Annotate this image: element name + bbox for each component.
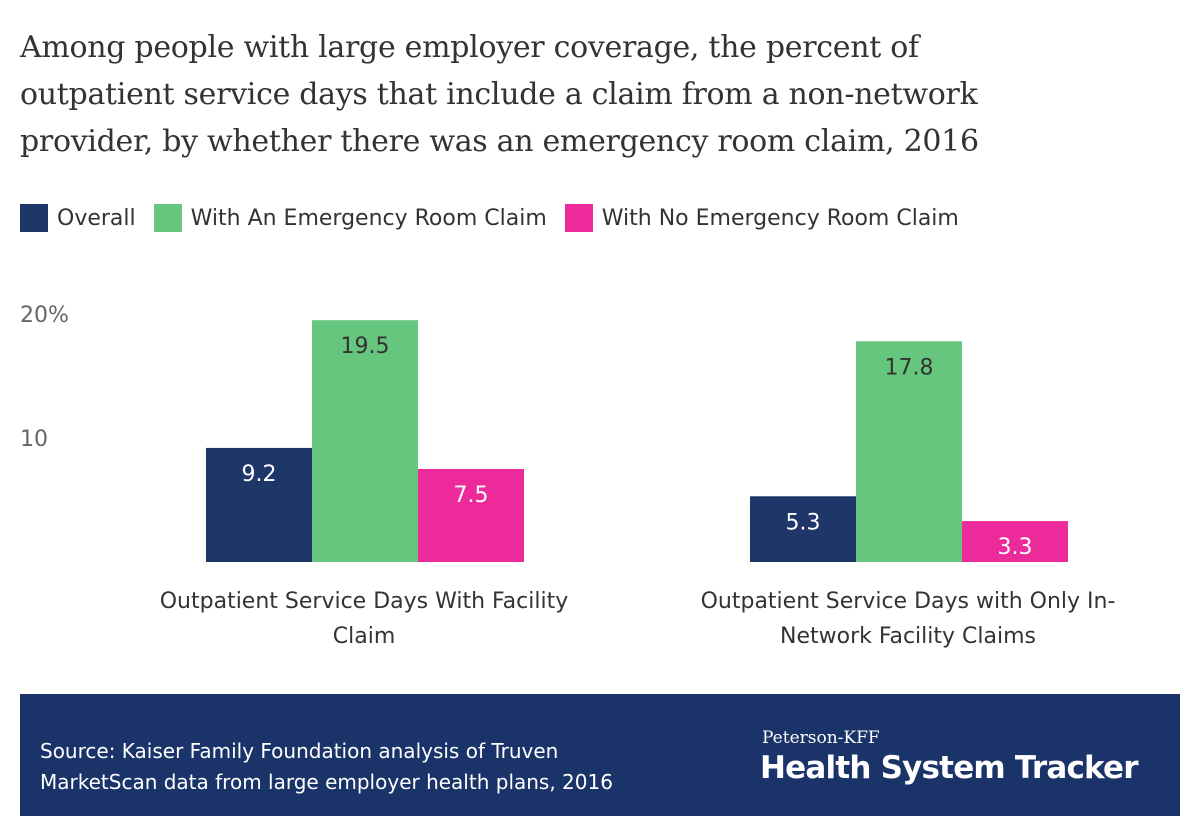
bar-in-network-no-er xyxy=(962,521,1068,562)
chart-area: 10 20% 9.2 19.5 7.5 5.3 17.8 3.3 Outpatient Ser… xyxy=(0,280,1200,680)
legend-item-no-er: With No Emergency Room Claim xyxy=(564,204,959,232)
source-note: Source: Kaiser Family Foundation analysi… xyxy=(40,736,660,798)
category-label-in-network-line-1: Outpatient Service Days with Only In- xyxy=(700,589,1116,614)
category-label-in-network-line-2: Network Facility Claims xyxy=(780,624,1036,649)
data-label-facility-claim-overall: 9.2 xyxy=(242,462,277,487)
category-label-facility-claim: Outpatient Service Days With Facility Cl… xyxy=(114,584,614,654)
chart-title-line-3: provider, by whether there was an emerge… xyxy=(20,124,979,159)
chart-legend: Overall With An Emergency Room Claim Wit… xyxy=(20,204,977,232)
chart-title-line-2: outpatient service days that include a c… xyxy=(20,77,978,112)
category-label-facility-claim-line-1: Outpatient Service Days With Facility xyxy=(159,589,569,614)
bar-facility-claim-no-er xyxy=(418,469,524,562)
legend-swatch-overall xyxy=(20,204,48,232)
bar-in-network-overall xyxy=(750,496,856,562)
brand-name-large: Health System Tracker xyxy=(760,750,1139,786)
source-note-line-1: Source: Kaiser Family Foundation analysi… xyxy=(40,739,559,763)
bar-facility-claim-overall xyxy=(206,447,312,562)
bar-in-network-with-er xyxy=(856,341,962,562)
legend-label-overall: Overall xyxy=(57,205,136,231)
chart-title: Among people with large employer coverag… xyxy=(20,24,1180,165)
data-label-in-network-overall: 5.3 xyxy=(786,510,821,535)
data-label-in-network-with-er: 17.8 xyxy=(885,355,934,380)
legend-label-no-er: With No Emergency Room Claim xyxy=(601,205,959,231)
footer-banner: Source: Kaiser Family Foundation analysi… xyxy=(20,694,1180,816)
category-label-in-network: Outpatient Service Days with Only In- Ne… xyxy=(658,584,1158,654)
data-label-facility-claim-with-er: 19.5 xyxy=(341,334,390,359)
data-label-in-network-no-er: 3.3 xyxy=(998,535,1033,560)
data-label-facility-claim-no-er: 7.5 xyxy=(454,483,489,508)
chart-title-line-1: Among people with large employer coverag… xyxy=(20,30,919,65)
bar-facility-claim-with-er xyxy=(312,320,418,562)
category-label-facility-claim-line-2: Claim xyxy=(332,624,396,649)
legend-swatch-with-er xyxy=(153,204,182,232)
bar-chart: 10 20% 9.2 19.5 7.5 5.3 17.8 3.3 xyxy=(20,303,1068,562)
legend-item-overall: Overall xyxy=(20,204,136,232)
source-note-line-2: MarketScan data from large employer heal… xyxy=(40,770,613,794)
legend-item-with-er: With An Emergency Room Claim xyxy=(153,204,547,232)
legend-swatch-no-er xyxy=(564,204,593,232)
y-tick-label-20: 20% xyxy=(20,303,69,328)
legend-label-with-er: With An Emergency Room Claim xyxy=(190,205,547,231)
brand-name-small: Peterson-KFF xyxy=(762,728,880,748)
y-tick-label-10: 10 xyxy=(20,427,48,452)
